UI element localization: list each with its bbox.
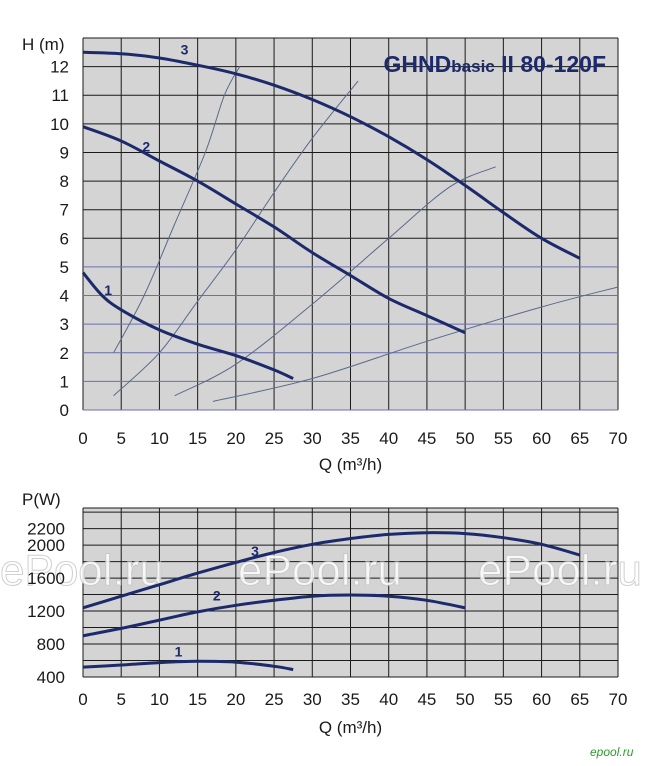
y-tick-label: 3 <box>60 315 69 334</box>
power-curve-label: 3 <box>251 543 259 559</box>
head-curve-label: 1 <box>104 282 112 298</box>
x-tick-label: 50 <box>456 429 475 448</box>
head-curve-2 <box>82 125 466 335</box>
power-curve-3 <box>82 531 581 610</box>
x-tick-label: 25 <box>265 690 284 709</box>
x-tick-label: 70 <box>609 429 628 448</box>
x-tick-label: 10 <box>150 690 169 709</box>
y-tick-label: 2200 <box>27 520 65 539</box>
y-axis-label: P(W) <box>22 490 61 509</box>
x-tick-label: 65 <box>570 429 589 448</box>
y-tick-label: 2 <box>60 344 69 363</box>
y-tick-label: 9 <box>60 143 69 162</box>
x-tick-label: 30 <box>303 429 322 448</box>
y-tick-label: 1 <box>60 372 69 391</box>
head-curve-label: 3 <box>181 41 189 57</box>
head-curve-label: 2 <box>142 139 150 155</box>
x-tick-label: 0 <box>78 429 87 448</box>
x-tick-label: 45 <box>417 429 436 448</box>
x-tick-label: 65 <box>570 690 589 709</box>
x-tick-label: 45 <box>417 690 436 709</box>
x-tick-label: 20 <box>226 690 245 709</box>
system-curve <box>174 166 496 397</box>
y-tick-label: 1200 <box>27 602 65 621</box>
y-tick-label: 8 <box>60 172 69 191</box>
power-curve-label: 2 <box>213 587 221 603</box>
y-axis-label: H (m) <box>22 35 64 54</box>
x-tick-label: 15 <box>188 429 207 448</box>
x-tick-label: 5 <box>116 690 125 709</box>
y-tick-label: 1600 <box>27 569 65 588</box>
x-tick-label: 70 <box>609 690 628 709</box>
head-curve-1 <box>81 271 294 380</box>
y-tick-label: 10 <box>50 115 69 134</box>
x-tick-label: 35 <box>341 429 360 448</box>
x-tick-label: 10 <box>150 429 169 448</box>
x-tick-label: 25 <box>265 429 284 448</box>
power-curve-label: 1 <box>175 644 183 660</box>
y-tick-label: 800 <box>37 635 65 654</box>
head-curve-3 <box>82 50 581 260</box>
x-tick-label: 0 <box>78 690 87 709</box>
y-tick-label: 12 <box>50 58 69 77</box>
x-tick-label: 55 <box>494 429 513 448</box>
system-curve <box>113 66 241 354</box>
system-curve <box>212 286 619 402</box>
watermark: ePool.ru <box>238 546 402 595</box>
power-curve-2 <box>82 593 466 638</box>
x-tick-label: 5 <box>116 429 125 448</box>
x-tick-label: 40 <box>379 429 398 448</box>
watermark: ePool.ru <box>478 546 642 595</box>
y-tick-label: 5 <box>60 258 69 277</box>
system-curve <box>113 80 359 397</box>
x-axis-label: Q (m³/h) <box>319 455 382 474</box>
x-tick-label: 55 <box>494 690 513 709</box>
x-tick-label: 20 <box>226 429 245 448</box>
chart-title: GHNDbasic II 80-120F <box>384 51 606 77</box>
x-tick-label: 35 <box>341 690 360 709</box>
x-tick-label: 15 <box>188 690 207 709</box>
x-tick-label: 50 <box>456 690 475 709</box>
watermark: ePool.ru <box>0 546 164 595</box>
x-tick-label: 40 <box>379 690 398 709</box>
corner-watermark: epool.ru <box>590 745 634 759</box>
y-tick-label: 11 <box>51 86 69 105</box>
y-tick-label: 2000 <box>27 536 65 555</box>
y-tick-label: 6 <box>60 229 69 248</box>
y-tick-label: 4 <box>60 287 69 306</box>
power-curve-1 <box>82 659 294 672</box>
y-tick-label: 400 <box>37 668 65 687</box>
x-axis-label: Q (m³/h) <box>319 718 382 737</box>
x-tick-label: 30 <box>303 690 322 709</box>
x-tick-label: 60 <box>532 690 551 709</box>
y-tick-label: 7 <box>60 201 69 220</box>
y-tick-label: 0 <box>60 401 69 420</box>
x-tick-label: 60 <box>532 429 551 448</box>
